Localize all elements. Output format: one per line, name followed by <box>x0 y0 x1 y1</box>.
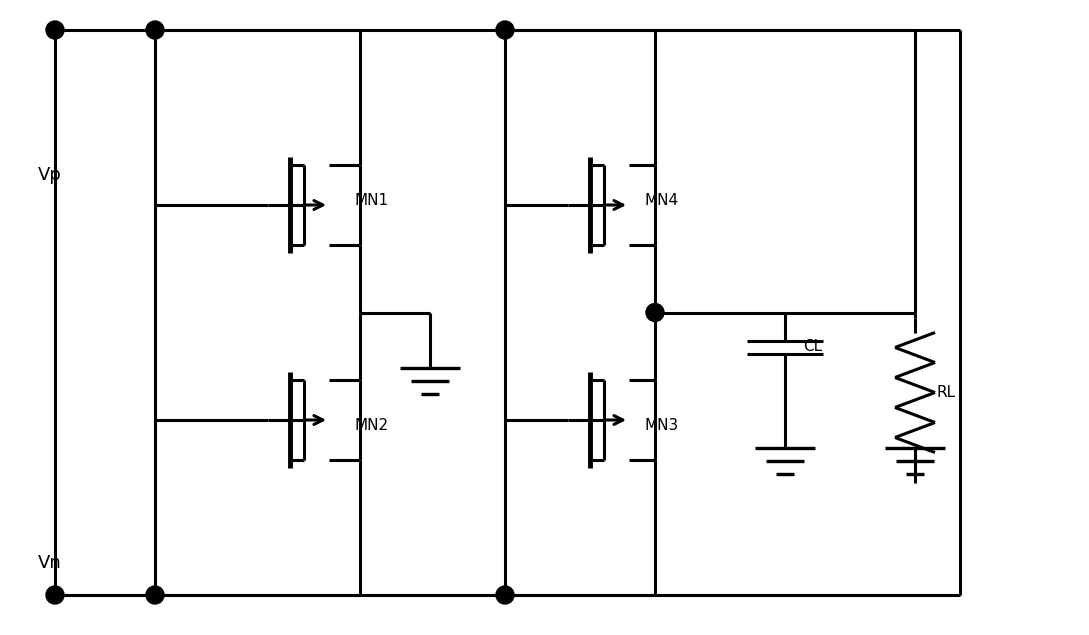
Text: Vn: Vn <box>38 554 62 572</box>
Circle shape <box>495 586 514 604</box>
Circle shape <box>146 586 164 604</box>
Text: MN3: MN3 <box>645 417 680 432</box>
Text: MN2: MN2 <box>355 417 389 432</box>
Text: Vp: Vp <box>38 166 62 184</box>
Circle shape <box>146 21 164 39</box>
Circle shape <box>46 21 64 39</box>
Text: RL: RL <box>937 385 956 400</box>
Circle shape <box>495 21 514 39</box>
Circle shape <box>646 304 664 321</box>
Text: MN1: MN1 <box>355 192 389 208</box>
Text: CL: CL <box>803 339 822 354</box>
Circle shape <box>46 586 64 604</box>
Text: MN4: MN4 <box>645 192 680 208</box>
